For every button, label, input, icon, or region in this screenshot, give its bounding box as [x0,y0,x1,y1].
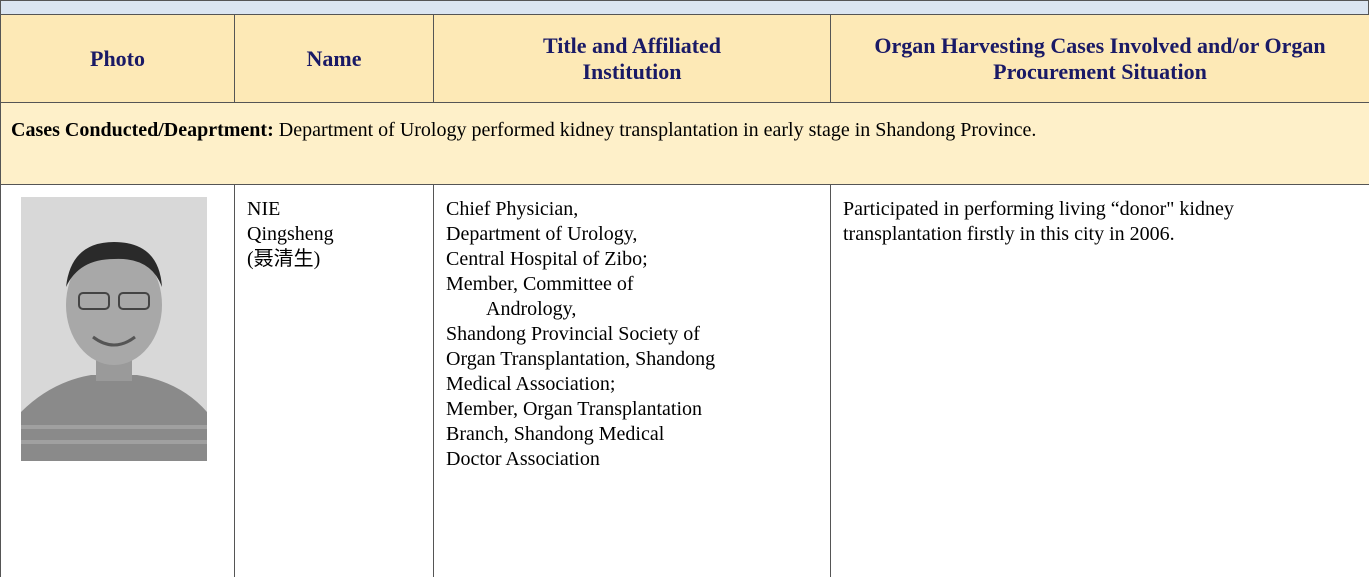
title-line: Central Hospital of Zibo; [446,247,818,272]
top-strip [0,0,1369,14]
header: Organ Harvesting Cases Involved and/or O… [831,15,1369,103]
section-row: Cases Conducted/Deaprtment: Department o… [1,103,1369,185]
photo-cell [1,185,235,577]
title-line: Andrology, [446,297,818,322]
title-line: Member, Organ Transplantation [446,397,818,422]
header: Name [235,15,434,103]
name-cell: NIE Qingsheng (聂清生) [235,185,434,577]
title-line: Shandong Provincial Society of [446,322,818,347]
header: Title and Affiliated Institution [434,15,831,103]
name-line: (聂清生) [247,247,421,272]
section-cell: Cases Conducted/Deaprtment: Department o… [1,103,1369,185]
title-cell: Chief Physician, Department of Urology, … [434,185,831,577]
photo [21,197,207,461]
header-row: Photo Name Title and Affiliated Institut… [1,15,1369,103]
header: Photo [1,15,235,103]
title-line: Chief Physician, [446,197,818,222]
section-label: Cases Conducted/Deaprtment: [11,119,274,141]
section-text: Department of Urology performed kidney t… [279,119,1037,141]
data-row: NIE Qingsheng (聂清生) Chief Physician, Dep… [1,185,1369,577]
table: Photo Name Title and Affiliated Institut… [0,14,1369,577]
name-line: Qingsheng [247,222,421,247]
cases-cell: Participated in performing living “donor… [831,185,1369,577]
title-line: Department of Urology, [446,222,818,247]
page: Photo Name Title and Affiliated Institut… [0,0,1369,564]
title-line: Member, Committee of [446,272,818,297]
title-line: Organ Transplantation, Shandong [446,347,818,372]
title-line: Branch, Shandong Medical [446,422,818,447]
title-line: Doctor Association [446,447,818,472]
title-line: Medical Association; [446,372,818,397]
name-line: NIE [247,197,421,222]
